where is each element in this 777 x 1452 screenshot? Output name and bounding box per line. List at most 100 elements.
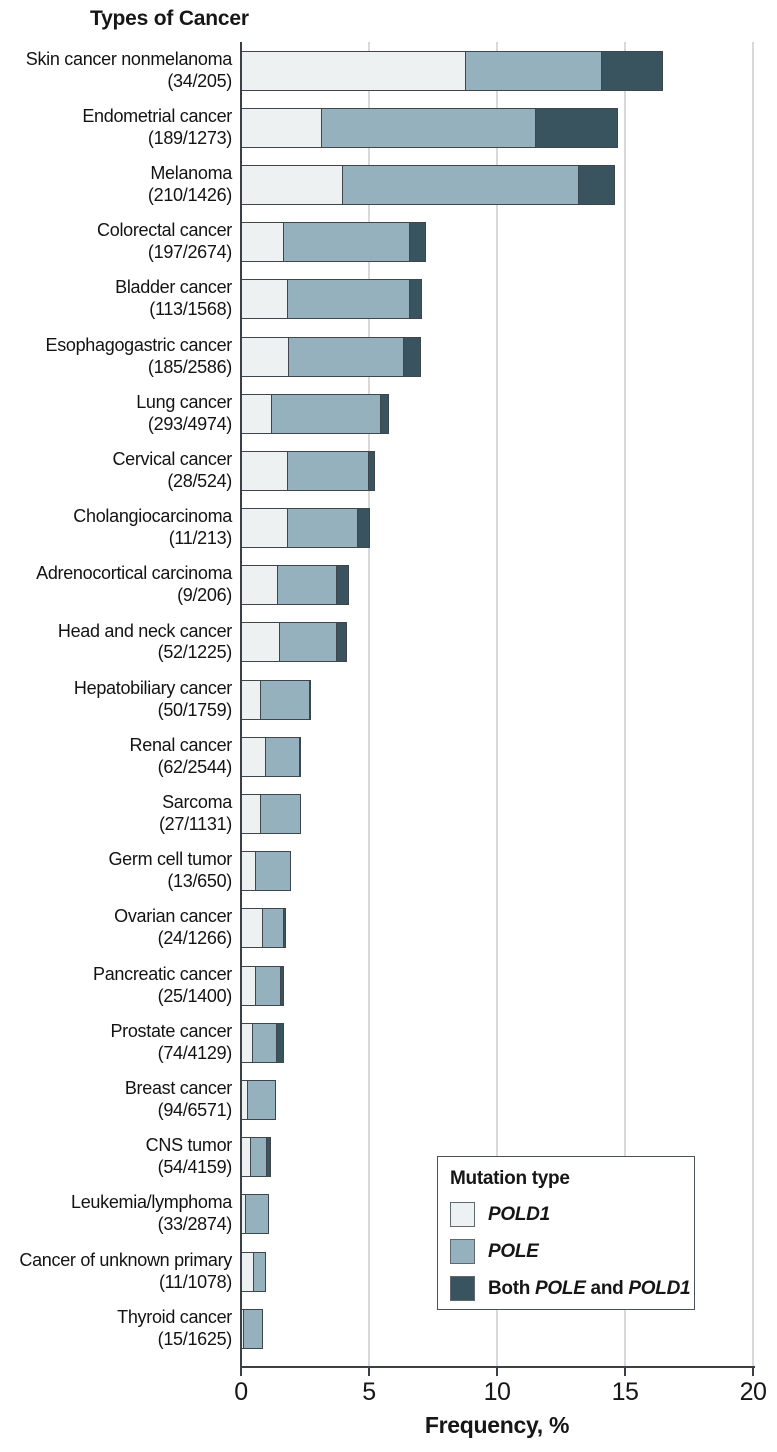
bar-segment-pold1: [241, 622, 281, 663]
tick-label: 15: [611, 1378, 639, 1406]
row-label: Melanoma (210/1426): [0, 163, 241, 207]
bar-segment-pold1: [241, 565, 279, 606]
bar-row: Thyroid cancer (15/1625): [0, 1300, 754, 1357]
bar-row: Leukemia/lymphoma (33/2874): [0, 1186, 754, 1243]
cancer-type-label: Head and neck cancer: [57, 620, 232, 641]
row-label: Germ cell tumor (13/650): [0, 849, 241, 893]
bar-rows: Skin cancer nonmelanoma (34/205) Endomet…: [0, 42, 754, 1357]
bar-track: [241, 565, 753, 606]
bar-track: [241, 1137, 753, 1178]
cancer-type-label: Skin cancer nonmelanoma: [25, 48, 233, 69]
legend-swatch-pold1: [450, 1202, 475, 1227]
bar-row: Endometrial cancer (189/1273): [0, 99, 754, 156]
row-label: Adrenocortical carcinoma (9/206): [0, 563, 241, 607]
bar-segment-pole: [244, 1194, 269, 1235]
cancer-count-label: (62/2544): [157, 756, 233, 777]
cancer-type-label: Melanoma: [150, 163, 232, 184]
bar-segment-pole: [286, 450, 370, 491]
bar-row: Ovarian cancer (24/1266): [0, 900, 754, 957]
row-label: Ovarian cancer (24/1266): [0, 906, 241, 950]
cancer-count-label: (15/1625): [157, 1328, 233, 1349]
tick-mark: [496, 1368, 498, 1376]
cancer-type-label: Ovarian cancer: [114, 906, 232, 927]
cancer-type-label: Cancer of unknown primary: [19, 1249, 232, 1270]
cancer-type-label: Adrenocortical carcinoma: [36, 563, 232, 584]
gridlines: [241, 42, 754, 1366]
cancer-type-label: CNS tumor: [145, 1135, 233, 1156]
row-label: Thyroid cancer (15/1625): [0, 1307, 241, 1351]
bar-track: [241, 679, 753, 720]
bar-track: [241, 965, 753, 1006]
bar-segment-both: [402, 336, 421, 377]
cancer-count-label: (13/650): [167, 871, 232, 892]
bar-row: Cholangiocarcinoma (11/213): [0, 500, 754, 557]
bar-segment-both: [578, 164, 616, 205]
cancer-count-label: (185/2586): [147, 356, 232, 377]
cancer-count-label: (34/205): [167, 70, 232, 91]
bar-segment-pole: [254, 965, 282, 1006]
bar-segment-pole: [321, 107, 537, 148]
bar-track: [241, 1308, 753, 1349]
row-label: Sarcoma (27/1131): [0, 792, 241, 836]
bar-segment-pold1: [241, 908, 265, 949]
bar-segment-pold1: [241, 794, 262, 835]
bar-segment-pole: [276, 565, 338, 606]
bar-segment-both: [280, 965, 284, 1006]
bar-segment-pold1: [241, 736, 267, 777]
bar-segment-pold1: [241, 164, 344, 205]
bar-track: [241, 279, 753, 320]
bar-segment-both: [368, 450, 375, 491]
cancer-count-label: (24/1266): [157, 928, 233, 949]
gridline-10: [496, 42, 498, 1366]
legend-label: POLE: [488, 1240, 539, 1262]
bar-track: [241, 393, 753, 434]
row-label: Renal cancer (62/2544): [0, 735, 241, 779]
row-label: Colorectal cancer (197/2674): [0, 220, 241, 264]
cancer-type-label: Cervical cancer: [112, 448, 232, 469]
bar-row: Cancer of unknown primary (11/1078): [0, 1243, 754, 1300]
bar-row: Esophagogastric cancer (185/2586): [0, 328, 754, 385]
cancer-type-label: Leukemia/lymphoma: [71, 1192, 232, 1213]
bar-row: Breast cancer (94/6571): [0, 1071, 754, 1128]
bar-row: CNS tumor (54/4159): [0, 1129, 754, 1186]
bar-row: Hepatobiliary cancer (50/1759): [0, 671, 754, 728]
cancer-type-label: Cholangiocarcinoma: [73, 506, 232, 527]
x-axis-label: Frequency, %: [424, 1412, 570, 1438]
bar-segment-pole: [282, 222, 411, 263]
bar-row: Germ cell tumor (13/650): [0, 843, 754, 900]
cancer-count-label: (197/2674): [147, 242, 232, 263]
bar-track: [241, 164, 753, 205]
cancer-type-label: Bladder cancer: [115, 277, 232, 298]
cancer-count-label: (9/206): [177, 585, 232, 606]
bar-segment-both: [356, 508, 370, 549]
bar-track: [241, 908, 753, 949]
bar-segment-pole: [254, 851, 291, 892]
y-axis-line: [240, 42, 242, 1368]
bar-segment-both: [379, 393, 389, 434]
legend-swatch-both: [450, 1276, 475, 1301]
bar-track: [241, 450, 753, 491]
row-label: CNS tumor (54/4159): [0, 1135, 241, 1179]
bar-track: [241, 794, 753, 835]
bar-segment-pole: [259, 794, 301, 835]
legend-item-both: Both POLE and POLD1: [450, 1276, 691, 1301]
bar-segment-both: [265, 1137, 272, 1178]
tick-label: 5: [362, 1378, 376, 1406]
bar-track: [241, 851, 753, 892]
cancer-type-label: Endometrial cancer: [82, 105, 232, 126]
row-label: Endometrial cancer (189/1273): [0, 106, 241, 150]
bar-segment-pold1: [241, 393, 273, 434]
row-label: Hepatobiliary cancer (50/1759): [0, 678, 241, 722]
bar-segment-both: [336, 565, 350, 606]
bar-segment-pole: [252, 1022, 278, 1063]
cancer-count-label: (28/524): [167, 470, 232, 491]
legend-label: POLD1: [488, 1203, 550, 1225]
cancer-type-label: Hepatobiliary cancer: [73, 677, 232, 698]
row-label: Skin cancer nonmelanoma (34/205): [0, 49, 241, 93]
bar-segment-pole: [265, 736, 301, 777]
bar-row: Bladder cancer (113/1568): [0, 271, 754, 328]
legend-item-pold1: POLD1: [450, 1202, 682, 1227]
cancer-count-label: (210/1426): [147, 184, 232, 205]
bar-segment-pole: [286, 279, 411, 320]
